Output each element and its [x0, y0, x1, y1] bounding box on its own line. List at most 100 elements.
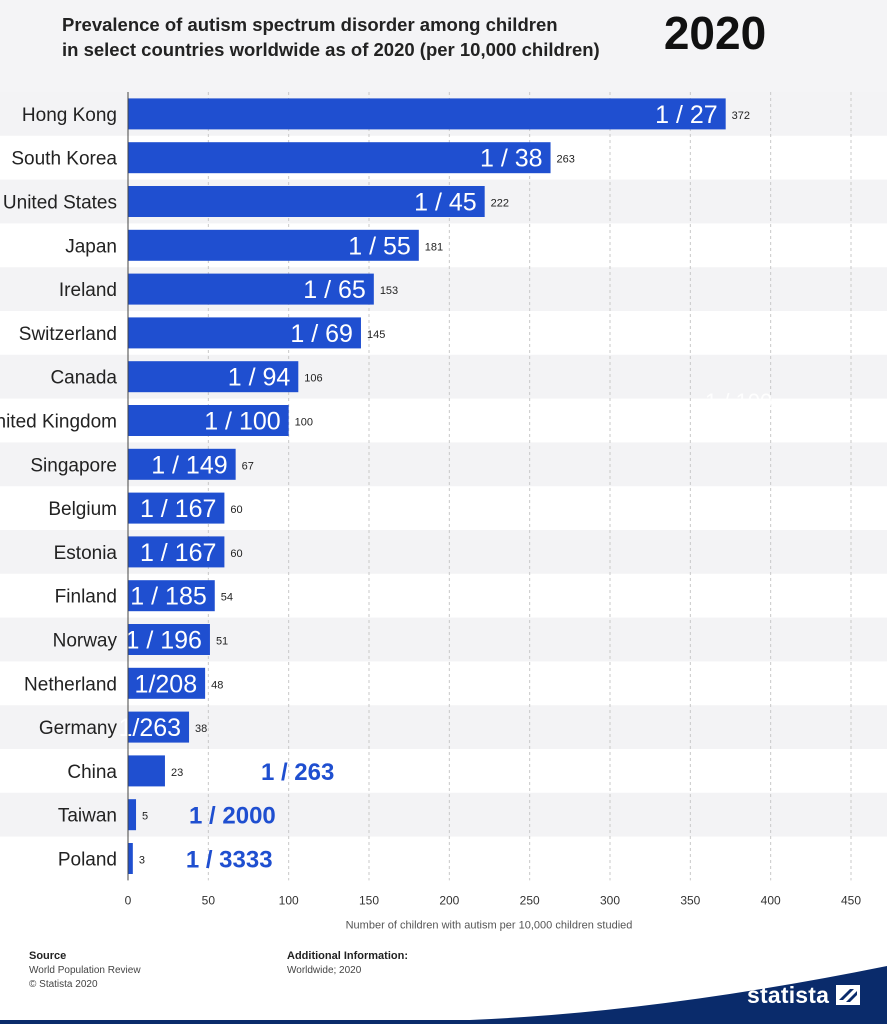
brand-swoosh	[0, 966, 887, 1024]
bar	[128, 448, 236, 480]
category-label: Taiwan	[58, 806, 117, 827]
data-label: 51	[216, 636, 228, 648]
bar	[128, 755, 165, 787]
category-label: Singapore	[30, 455, 117, 476]
ratio-label: 1 / 94	[228, 364, 291, 392]
category-label: Finland	[55, 587, 117, 608]
bar-chart: Hong Kong 372 1 / 27 South Korea 263 1 / 38 Un…	[0, 92, 887, 931]
category-label: China	[67, 762, 117, 783]
bar	[128, 843, 133, 874]
ratio-label: 1 / 167	[140, 495, 216, 523]
data-label: 106	[304, 373, 322, 385]
x-tick-label: 250	[520, 893, 540, 907]
category-label: Switzerland	[19, 324, 117, 345]
annotation-label: 1 / 100	[705, 389, 772, 414]
bar	[128, 536, 225, 568]
x-tick-label: 400	[761, 893, 781, 907]
additional-info-title: Additional Information:	[287, 950, 408, 962]
bar	[128, 624, 210, 655]
ratio-label: 1 / 100	[204, 408, 280, 436]
chart-title: Prevalence of autism spectrum disorder a…	[62, 12, 622, 62]
category-label: Estonia	[54, 543, 118, 564]
category-label: Japan	[65, 236, 117, 257]
data-label: 100	[295, 417, 313, 429]
ratio-label: 1 / 65	[303, 276, 366, 304]
category-label: Belgium	[48, 499, 117, 520]
bar	[128, 142, 551, 174]
data-label: 23	[171, 767, 183, 779]
data-label: 5	[142, 811, 148, 823]
category-label: Hong Kong	[22, 105, 117, 126]
x-tick-label: 50	[202, 893, 216, 907]
ratio-label: 1 / 196	[125, 627, 201, 655]
ratio-label: 1 / 38	[480, 145, 543, 173]
data-label: 60	[230, 548, 242, 560]
category-label: Canada	[50, 368, 117, 389]
category-label: Netherland	[24, 674, 117, 695]
category-label: United States	[3, 193, 117, 214]
bar	[128, 317, 361, 349]
ratio-label: 1 / 55	[348, 232, 411, 260]
data-label: 54	[221, 592, 233, 604]
category-label: Germany	[39, 718, 118, 739]
bar	[128, 98, 726, 130]
x-axis-label: Number of children with autism per 10,00…	[346, 919, 633, 931]
ratio-label: 1 / 2000	[189, 803, 276, 830]
data-label: 60	[230, 504, 242, 516]
row-background	[0, 792, 887, 837]
data-label: 145	[367, 329, 385, 341]
bar	[128, 273, 374, 305]
brand-band	[0, 966, 887, 1024]
data-label: 67	[242, 460, 254, 472]
ratio-label: 1 / 27	[655, 101, 718, 129]
x-tick-label: 100	[279, 893, 299, 907]
bar	[128, 361, 299, 393]
chart-title-line-2: in select countries worldwide as of 2020…	[62, 39, 600, 60]
category-label: United Kingdom	[0, 412, 117, 433]
additional-info-text: Worldwide; 2020	[287, 965, 362, 976]
x-tick-label: 300	[600, 893, 620, 907]
data-label: 181	[425, 241, 443, 253]
bar	[128, 405, 289, 436]
x-tick-label: 0	[125, 893, 132, 907]
statista-brand-name: statista	[747, 982, 830, 1008]
category-label: South Korea	[11, 149, 117, 170]
bar	[128, 186, 485, 217]
ratio-label: 1 / 185	[130, 583, 206, 611]
ratio-label: 1 / 263	[261, 759, 334, 786]
ratio-label: 1 / 167	[140, 539, 216, 567]
data-label: 38	[195, 723, 207, 735]
ratio-label: 1 / 3333	[186, 847, 273, 874]
x-tick-label: 450	[841, 893, 861, 907]
data-label: 263	[557, 154, 575, 166]
bar	[128, 580, 215, 612]
source-text: World Population Review	[29, 965, 141, 976]
ratio-label: 1 / 45	[414, 189, 477, 217]
x-tick-label: 200	[439, 893, 459, 907]
year-label: 2020	[663, 7, 767, 59]
x-tick-label: 150	[359, 893, 379, 907]
category-label: Poland	[58, 850, 117, 871]
data-label: 372	[732, 110, 750, 122]
source-title: Source	[29, 950, 67, 962]
category-label: Norway	[53, 631, 118, 652]
bar	[128, 711, 190, 743]
x-tick-label: 350	[680, 893, 700, 907]
bar	[128, 799, 137, 831]
category-label: Ireland	[59, 280, 117, 301]
data-label: 153	[380, 285, 398, 297]
copyright-text: © Statista 2020	[29, 979, 98, 990]
statista-logo-icon	[836, 985, 860, 1005]
bar	[128, 229, 419, 261]
bar	[128, 667, 206, 699]
ratio-label: 1/208	[135, 670, 198, 698]
ratio-label: 1 / 149	[151, 451, 227, 479]
ratio-label: 1 / 69	[290, 320, 353, 348]
chart-title-line-1: Prevalence of autism spectrum disorder a…	[62, 14, 558, 35]
ratio-label: 1/263	[118, 714, 181, 742]
header-band	[0, 0, 887, 92]
data-label: 48	[211, 679, 223, 691]
data-label: 3	[139, 855, 145, 867]
bar	[128, 492, 225, 524]
data-label: 222	[491, 198, 509, 210]
